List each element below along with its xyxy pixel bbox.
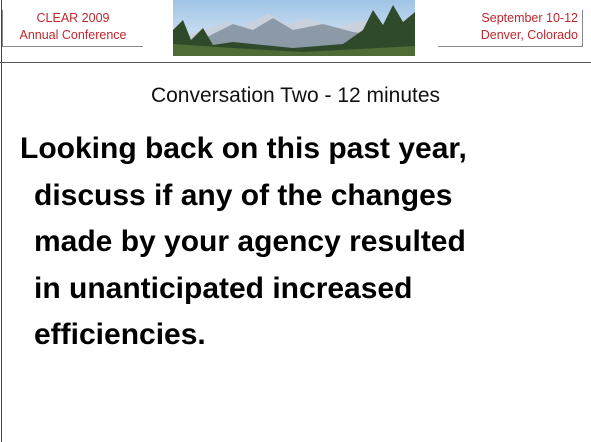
header-text: CLEAR 2009 — [3, 10, 143, 27]
header-text: Annual Conference — [3, 27, 143, 44]
slide: CLEAR 2009 Annual Conference September 1… — [0, 0, 591, 442]
slide-frame: CLEAR 2009 Annual Conference September 1… — [0, 0, 591, 442]
header-image — [173, 0, 415, 56]
slide-body: Looking back on this past year,discuss i… — [20, 126, 467, 359]
body-line: made by your agency resulted — [20, 219, 467, 266]
header-text: Denver, Colorado — [438, 27, 578, 44]
body-line: in unanticipated increased — [20, 266, 467, 313]
body-line: Looking back on this past year, — [20, 126, 467, 173]
header-left: CLEAR 2009 Annual Conference — [2, 10, 143, 47]
header-right: September 10-12 Denver, Colorado — [438, 10, 583, 47]
body-line: discuss if any of the changes — [20, 173, 467, 220]
left-border — [1, 0, 2, 442]
body-line: efficiencies. — [20, 312, 467, 359]
slide-title: Conversation Two - 12 minutes — [0, 84, 591, 108]
header-text: September 10-12 — [438, 10, 578, 27]
header-rule — [0, 62, 591, 63]
